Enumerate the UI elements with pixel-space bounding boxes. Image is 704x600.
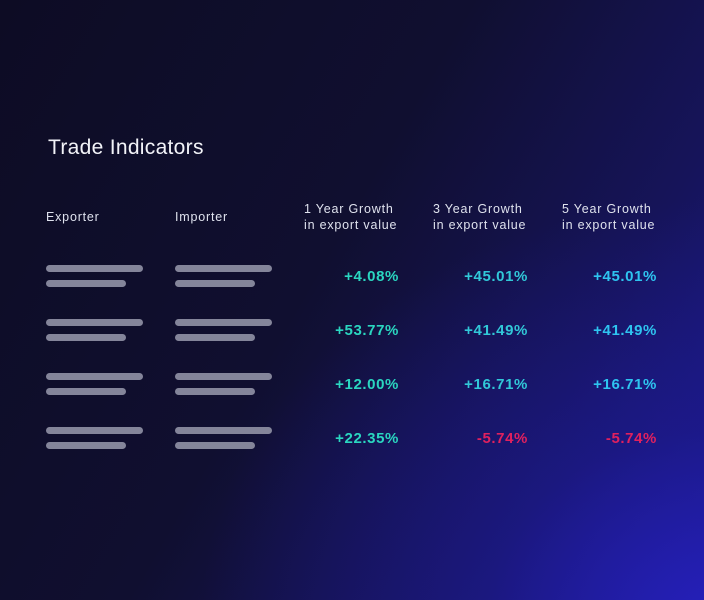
importer-placeholder-long bbox=[175, 319, 272, 326]
header-3-year-growth: 3 Year Growth in export value bbox=[433, 201, 526, 233]
growth-1y-value: +4.08% bbox=[344, 268, 399, 285]
header-5-year-growth: 5 Year Growth in export value bbox=[562, 201, 655, 233]
header-1-year-growth: 1 Year Growth in export value bbox=[304, 201, 397, 233]
growth-1y-value: +22.35% bbox=[335, 430, 399, 447]
exporter-placeholder-short bbox=[46, 388, 126, 395]
importer-placeholder-long bbox=[175, 265, 272, 272]
header-5-year-growth-line2: in export value bbox=[562, 218, 656, 232]
header-3-year-growth-line2: in export value bbox=[433, 218, 527, 232]
exporter-placeholder-long bbox=[46, 265, 143, 272]
growth-3y-value: +16.71% bbox=[464, 376, 528, 393]
exporter-placeholder-short bbox=[46, 442, 126, 449]
header-1-year-growth-line1: 1 Year Growth bbox=[304, 202, 394, 216]
growth-5y-value: +41.49% bbox=[593, 322, 657, 339]
growth-5y-value: +45.01% bbox=[593, 268, 657, 285]
exporter-placeholder-long bbox=[46, 319, 143, 326]
header-5-year-growth-line1: 5 Year Growth bbox=[562, 202, 652, 216]
exporter-placeholder-short bbox=[46, 280, 126, 287]
table-row: +53.77% +41.49% +41.49% bbox=[0, 318, 704, 358]
importer-placeholder-short bbox=[175, 334, 255, 341]
growth-3y-value: -5.74% bbox=[476, 430, 528, 447]
importer-placeholder-short bbox=[175, 388, 255, 395]
growth-3y-value: +45.01% bbox=[464, 268, 528, 285]
growth-5y-value: +16.71% bbox=[593, 376, 657, 393]
page-title: Trade Indicators bbox=[48, 136, 204, 159]
importer-placeholder-long bbox=[175, 373, 272, 380]
header-1-year-growth-line2: in export value bbox=[304, 218, 398, 232]
table-row: +22.35% -5.74% -5.74% bbox=[0, 426, 704, 466]
growth-1y-value: +12.00% bbox=[335, 376, 399, 393]
table-row: +4.08% +45.01% +45.01% bbox=[0, 264, 704, 304]
header-3-year-growth-line1: 3 Year Growth bbox=[433, 202, 523, 216]
growth-3y-value: +41.49% bbox=[464, 322, 528, 339]
table-row: +12.00% +16.71% +16.71% bbox=[0, 372, 704, 412]
header-importer: Importer bbox=[175, 210, 228, 224]
exporter-placeholder-long bbox=[46, 373, 143, 380]
exporter-placeholder-long bbox=[46, 427, 143, 434]
exporter-placeholder-short bbox=[46, 334, 126, 341]
importer-placeholder-long bbox=[175, 427, 272, 434]
growth-1y-value: +53.77% bbox=[335, 322, 399, 339]
header-exporter: Exporter bbox=[46, 210, 100, 224]
importer-placeholder-short bbox=[175, 442, 255, 449]
growth-5y-value: -5.74% bbox=[605, 430, 657, 447]
importer-placeholder-short bbox=[175, 280, 255, 287]
